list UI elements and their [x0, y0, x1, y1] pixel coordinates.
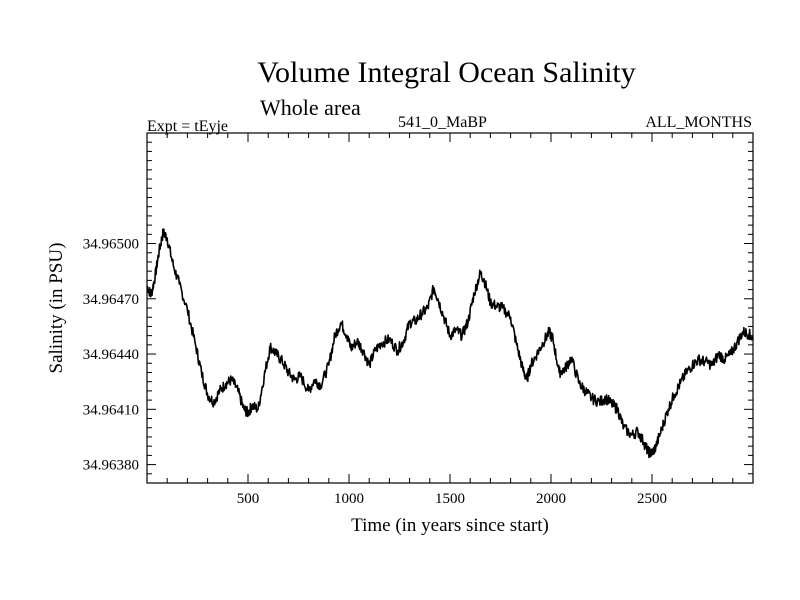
y-tick-label: 34.96380: [83, 458, 139, 474]
x-axis-label: Time (in years since start): [351, 515, 549, 536]
y-tick-label: 34.96410: [83, 402, 139, 418]
months-label: ALL_MONTHS: [645, 114, 752, 131]
x-tick-label: 1500: [435, 491, 465, 507]
chart-subtitle: Whole area: [260, 95, 361, 120]
plot-frame: [146, 132, 754, 484]
x-tick-label: 2000: [536, 491, 566, 507]
salinity-series-line: [146, 228, 754, 459]
y-tick-label: 34.96500: [83, 237, 139, 253]
run-label: 541_0_MaBP: [398, 114, 487, 131]
y-tick-label: 34.96440: [83, 347, 139, 363]
x-tick-label: 2500: [637, 491, 667, 507]
experiment-label: Expt = tEyje: [147, 118, 229, 135]
y-tick-label: 34.96470: [83, 292, 139, 308]
axis-ticks: [147, 133, 753, 483]
x-tick-label: 1000: [334, 491, 364, 507]
y-axis-label: Salinity (in PSU): [46, 243, 67, 374]
x-tick-label: 500: [237, 491, 260, 507]
chart-title: Volume Integral Ocean Salinity: [257, 56, 636, 89]
tick-labels: 500 1000 1500 2000 2500 34.96380 34.96410 34.96…: [83, 237, 667, 507]
